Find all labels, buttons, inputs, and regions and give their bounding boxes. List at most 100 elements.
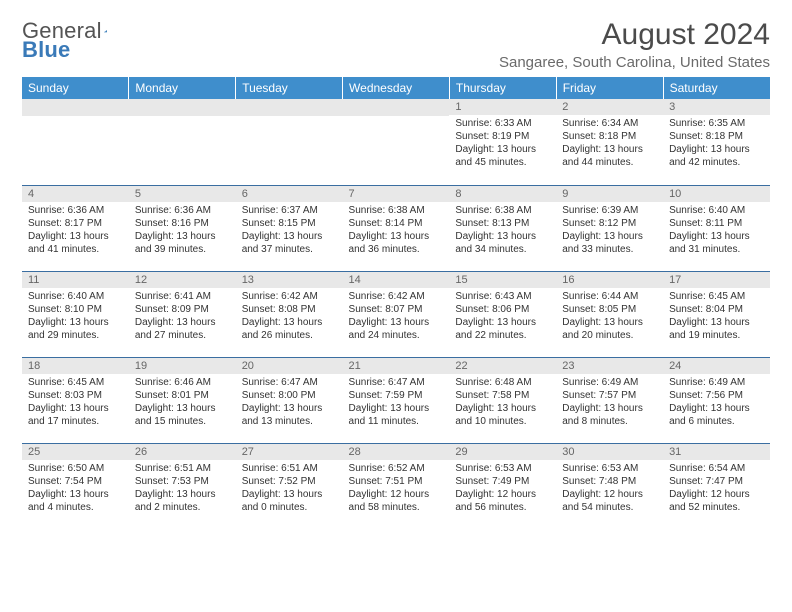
calendar-day-cell: 12Sunrise: 6:41 AMSunset: 8:09 PMDayligh…: [129, 271, 236, 357]
calendar-day-cell: 17Sunrise: 6:45 AMSunset: 8:04 PMDayligh…: [663, 271, 770, 357]
daylight-text: Daylight: 12 hours and 54 minutes.: [562, 488, 657, 514]
day-number: 30: [556, 444, 663, 460]
sunset-text: Sunset: 8:12 PM: [562, 217, 657, 230]
logo-triangle-icon: [104, 22, 108, 40]
calendar-day-cell: 10Sunrise: 6:40 AMSunset: 8:11 PMDayligh…: [663, 185, 770, 271]
calendar-week-row: 25Sunrise: 6:50 AMSunset: 7:54 PMDayligh…: [22, 443, 770, 529]
day-number: 6: [236, 186, 343, 202]
sunrise-text: Sunrise: 6:42 AM: [349, 290, 444, 303]
day-number: 26: [129, 444, 236, 460]
sunrise-text: Sunrise: 6:40 AM: [669, 204, 764, 217]
sunrise-text: Sunrise: 6:48 AM: [455, 376, 550, 389]
calendar-day-cell: 22Sunrise: 6:48 AMSunset: 7:58 PMDayligh…: [449, 357, 556, 443]
daylight-text: Daylight: 12 hours and 58 minutes.: [349, 488, 444, 514]
day-number: [129, 99, 236, 116]
day-body: Sunrise: 6:36 AMSunset: 8:17 PMDaylight:…: [22, 202, 129, 260]
calendar-table: Sunday Monday Tuesday Wednesday Thursday…: [22, 77, 770, 529]
daylight-text: Daylight: 13 hours and 20 minutes.: [562, 316, 657, 342]
day-body: Sunrise: 6:45 AMSunset: 8:03 PMDaylight:…: [22, 374, 129, 432]
daylight-text: Daylight: 13 hours and 11 minutes.: [349, 402, 444, 428]
sunset-text: Sunset: 7:54 PM: [28, 475, 123, 488]
day-body: Sunrise: 6:45 AMSunset: 8:04 PMDaylight:…: [663, 288, 770, 346]
calendar-day-cell: 14Sunrise: 6:42 AMSunset: 8:07 PMDayligh…: [343, 271, 450, 357]
sunset-text: Sunset: 7:48 PM: [562, 475, 657, 488]
day-body: Sunrise: 6:43 AMSunset: 8:06 PMDaylight:…: [449, 288, 556, 346]
daylight-text: Daylight: 13 hours and 45 minutes.: [455, 143, 550, 169]
calendar-week-row: 18Sunrise: 6:45 AMSunset: 8:03 PMDayligh…: [22, 357, 770, 443]
calendar-day-cell: 30Sunrise: 6:53 AMSunset: 7:48 PMDayligh…: [556, 443, 663, 529]
day-body: Sunrise: 6:53 AMSunset: 7:49 PMDaylight:…: [449, 460, 556, 518]
sunset-text: Sunset: 7:51 PM: [349, 475, 444, 488]
daylight-text: Daylight: 13 hours and 24 minutes.: [349, 316, 444, 342]
weekday-header: Sunday: [22, 77, 129, 99]
day-body: Sunrise: 6:36 AMSunset: 8:16 PMDaylight:…: [129, 202, 236, 260]
sunset-text: Sunset: 7:49 PM: [455, 475, 550, 488]
weekday-header: Monday: [129, 77, 236, 99]
day-number: 19: [129, 358, 236, 374]
calendar-day-cell: [22, 99, 129, 185]
sunrise-text: Sunrise: 6:51 AM: [242, 462, 337, 475]
day-body: Sunrise: 6:42 AMSunset: 8:08 PMDaylight:…: [236, 288, 343, 346]
logo-text-blue: Blue: [22, 37, 70, 62]
month-title: August 2024: [499, 18, 770, 52]
day-body: Sunrise: 6:39 AMSunset: 8:12 PMDaylight:…: [556, 202, 663, 260]
sunrise-text: Sunrise: 6:35 AM: [669, 117, 764, 130]
daylight-text: Daylight: 13 hours and 41 minutes.: [28, 230, 123, 256]
calendar-day-cell: 8Sunrise: 6:38 AMSunset: 8:13 PMDaylight…: [449, 185, 556, 271]
weekday-header: Tuesday: [236, 77, 343, 99]
calendar-day-cell: 25Sunrise: 6:50 AMSunset: 7:54 PMDayligh…: [22, 443, 129, 529]
calendar-week-row: 4Sunrise: 6:36 AMSunset: 8:17 PMDaylight…: [22, 185, 770, 271]
sunset-text: Sunset: 8:19 PM: [455, 130, 550, 143]
daylight-text: Daylight: 13 hours and 31 minutes.: [669, 230, 764, 256]
calendar-day-cell: 23Sunrise: 6:49 AMSunset: 7:57 PMDayligh…: [556, 357, 663, 443]
day-number: 28: [343, 444, 450, 460]
sunset-text: Sunset: 8:14 PM: [349, 217, 444, 230]
day-body: Sunrise: 6:49 AMSunset: 7:57 PMDaylight:…: [556, 374, 663, 432]
daylight-text: Daylight: 13 hours and 15 minutes.: [135, 402, 230, 428]
sunrise-text: Sunrise: 6:44 AM: [562, 290, 657, 303]
sunrise-text: Sunrise: 6:42 AM: [242, 290, 337, 303]
daylight-text: Daylight: 13 hours and 22 minutes.: [455, 316, 550, 342]
day-body: Sunrise: 6:35 AMSunset: 8:18 PMDaylight:…: [663, 115, 770, 173]
daylight-text: Daylight: 13 hours and 27 minutes.: [135, 316, 230, 342]
day-body: Sunrise: 6:34 AMSunset: 8:18 PMDaylight:…: [556, 115, 663, 173]
calendar-day-cell: 16Sunrise: 6:44 AMSunset: 8:05 PMDayligh…: [556, 271, 663, 357]
sunrise-text: Sunrise: 6:49 AM: [562, 376, 657, 389]
calendar-day-cell: 11Sunrise: 6:40 AMSunset: 8:10 PMDayligh…: [22, 271, 129, 357]
sunset-text: Sunset: 7:58 PM: [455, 389, 550, 402]
sunset-text: Sunset: 7:53 PM: [135, 475, 230, 488]
sunset-text: Sunset: 8:04 PM: [669, 303, 764, 316]
sunset-text: Sunset: 8:10 PM: [28, 303, 123, 316]
calendar-day-cell: 29Sunrise: 6:53 AMSunset: 7:49 PMDayligh…: [449, 443, 556, 529]
calendar-day-cell: 4Sunrise: 6:36 AMSunset: 8:17 PMDaylight…: [22, 185, 129, 271]
sunrise-text: Sunrise: 6:51 AM: [135, 462, 230, 475]
daylight-text: Daylight: 13 hours and 4 minutes.: [28, 488, 123, 514]
sunrise-text: Sunrise: 6:54 AM: [669, 462, 764, 475]
calendar-day-cell: 21Sunrise: 6:47 AMSunset: 7:59 PMDayligh…: [343, 357, 450, 443]
daylight-text: Daylight: 13 hours and 2 minutes.: [135, 488, 230, 514]
sunrise-text: Sunrise: 6:53 AM: [562, 462, 657, 475]
day-number: 1: [449, 99, 556, 115]
day-number: [236, 99, 343, 116]
calendar-day-cell: [343, 99, 450, 185]
sunrise-text: Sunrise: 6:47 AM: [242, 376, 337, 389]
calendar-day-cell: [236, 99, 343, 185]
sunrise-text: Sunrise: 6:40 AM: [28, 290, 123, 303]
sunrise-text: Sunrise: 6:37 AM: [242, 204, 337, 217]
daylight-text: Daylight: 13 hours and 44 minutes.: [562, 143, 657, 169]
day-number: 5: [129, 186, 236, 202]
calendar-day-cell: 6Sunrise: 6:37 AMSunset: 8:15 PMDaylight…: [236, 185, 343, 271]
day-body: Sunrise: 6:33 AMSunset: 8:19 PMDaylight:…: [449, 115, 556, 173]
sunset-text: Sunset: 7:47 PM: [669, 475, 764, 488]
daylight-text: Daylight: 13 hours and 13 minutes.: [242, 402, 337, 428]
daylight-text: Daylight: 13 hours and 10 minutes.: [455, 402, 550, 428]
calendar-day-cell: 20Sunrise: 6:47 AMSunset: 8:00 PMDayligh…: [236, 357, 343, 443]
day-body: Sunrise: 6:42 AMSunset: 8:07 PMDaylight:…: [343, 288, 450, 346]
day-number: 8: [449, 186, 556, 202]
calendar-day-cell: 15Sunrise: 6:43 AMSunset: 8:06 PMDayligh…: [449, 271, 556, 357]
day-body: Sunrise: 6:53 AMSunset: 7:48 PMDaylight:…: [556, 460, 663, 518]
calendar-day-cell: 18Sunrise: 6:45 AMSunset: 8:03 PMDayligh…: [22, 357, 129, 443]
calendar-day-cell: 27Sunrise: 6:51 AMSunset: 7:52 PMDayligh…: [236, 443, 343, 529]
day-body: Sunrise: 6:40 AMSunset: 8:11 PMDaylight:…: [663, 202, 770, 260]
daylight-text: Daylight: 13 hours and 29 minutes.: [28, 316, 123, 342]
